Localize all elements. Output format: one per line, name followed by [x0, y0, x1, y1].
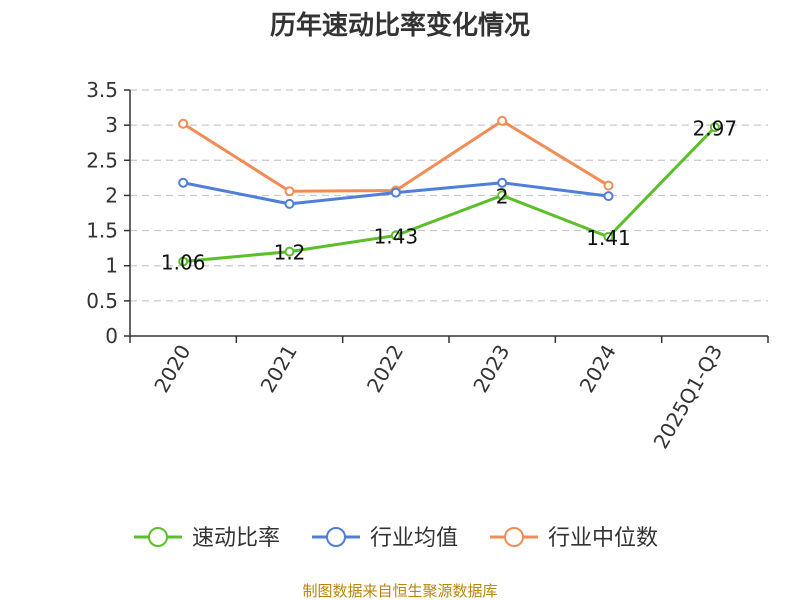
data-label: 2.97 — [693, 116, 738, 140]
data-point — [178, 177, 189, 188]
data-label: 2 — [496, 184, 509, 208]
y-tick-label: 1.5 — [86, 219, 118, 243]
x-tick-label: 2020 — [149, 341, 195, 397]
legend-marker — [326, 527, 346, 547]
y-tick-label: 0 — [105, 324, 118, 348]
legend-marker — [148, 527, 168, 547]
legend-label: 行业均值 — [370, 526, 458, 551]
x-tick-label: 2025Q1-Q3 — [648, 341, 727, 453]
series-line — [182, 119, 610, 193]
y-tick-label: 2.5 — [86, 148, 118, 172]
data-point — [390, 230, 401, 241]
source-note: 制图数据来自恒生聚源数据库 — [302, 582, 497, 600]
grid-lines — [130, 89, 768, 302]
series-group — [178, 115, 720, 267]
y-tick-label: 3.5 — [86, 78, 118, 102]
series-line — [183, 126, 716, 263]
chart-title: 历年速动比率变化情况 — [270, 10, 530, 41]
y-tick-label: 1 — [105, 254, 118, 278]
data-point — [497, 115, 508, 126]
data-point — [603, 180, 614, 191]
x-tick-label: 2024 — [575, 341, 621, 397]
data-point — [178, 118, 189, 129]
data-point — [390, 187, 401, 198]
data-point — [497, 190, 508, 201]
y-tick-label: 2 — [105, 183, 118, 207]
data-label: 1.06 — [161, 250, 206, 274]
data-point — [603, 191, 614, 202]
data-point — [709, 122, 720, 133]
data-point — [284, 246, 295, 257]
data-point — [497, 177, 508, 188]
legend-marker — [504, 527, 524, 547]
data-point — [284, 198, 295, 209]
y-tick-label: 3 — [105, 113, 118, 137]
data-label: 1.41 — [586, 226, 631, 250]
axes — [129, 90, 768, 337]
y-axis-ticks: 0 0.5 1 1.5 2 2.5 3 3.5 — [86, 78, 130, 348]
x-axis-ticks: 2020 2021 2022 2023 2024 2025Q1-Q3 — [129, 336, 769, 453]
x-tick-label: 2022 — [362, 341, 408, 397]
y-tick-label: 0.5 — [86, 289, 118, 313]
data-labels: 1.06 1.2 1.43 2 1.41 2.97 — [161, 116, 737, 274]
data-point — [178, 256, 189, 267]
legend-label: 速动比率 — [192, 526, 280, 551]
data-label: 1.2 — [274, 241, 306, 265]
data-point — [603, 231, 614, 242]
data-point — [284, 186, 295, 197]
data-label: 1.43 — [374, 224, 419, 248]
x-tick-label: 2021 — [256, 341, 302, 397]
legend-label: 行业中位数 — [548, 526, 658, 551]
legend: 速动比率 行业均值 行业中位数 — [134, 526, 658, 551]
x-tick-label: 2023 — [468, 340, 514, 396]
